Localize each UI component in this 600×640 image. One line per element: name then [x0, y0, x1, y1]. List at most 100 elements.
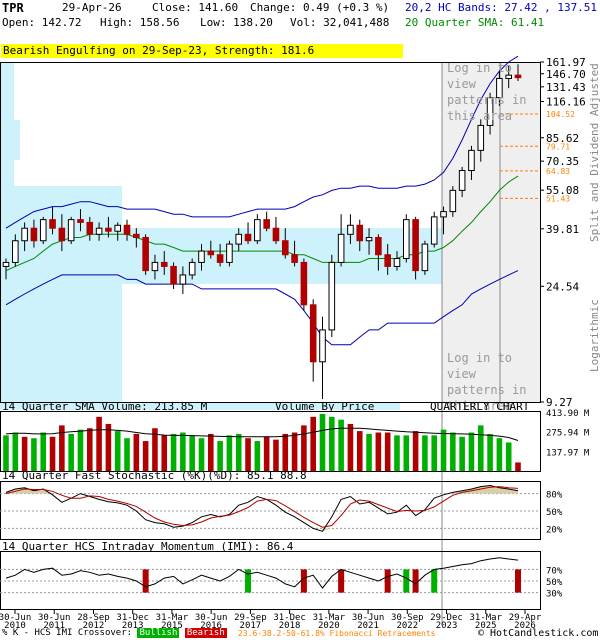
- candle-body: [198, 250, 205, 263]
- volume-panel-border: [0, 411, 541, 472]
- candle-body: [86, 221, 94, 235]
- candle-body: [263, 219, 270, 229]
- fib-level-label: 104.52: [546, 110, 575, 119]
- x-tick-label-year: 2018: [279, 621, 301, 631]
- volume-bar: [77, 429, 84, 471]
- volume-bar: [459, 436, 465, 471]
- candle-body: [291, 254, 298, 263]
- x-tick-label-date: 31-Mar: [156, 613, 189, 623]
- price-tick-label: 85.62: [546, 132, 579, 145]
- candle-body: [375, 236, 382, 256]
- volume-bar: [105, 423, 112, 471]
- high-value: High: 158.56: [100, 16, 180, 29]
- candle-body: [281, 240, 289, 256]
- footer-key-prefix: % K - HCS IMI Crossover:: [2, 628, 133, 638]
- stoch-k-line: [5, 484, 519, 532]
- x-tick-label-year: 2015: [161, 621, 183, 631]
- volume-bar: [356, 431, 363, 471]
- volume-bar: [338, 419, 344, 471]
- hc-bands-value: 20,2 HC Bands: 27.42 , 137.51: [405, 1, 598, 14]
- imi-line: [5, 557, 519, 589]
- volume-bar: [291, 432, 298, 471]
- candle-body: [430, 216, 438, 245]
- candle-body: [179, 274, 187, 285]
- volume-bar: [375, 432, 382, 471]
- volume-bar: [412, 431, 419, 471]
- candle-body: [77, 219, 84, 223]
- price-tick-label: 161.97: [546, 56, 586, 69]
- volume-bar: [422, 435, 428, 471]
- volume-bar: [505, 442, 512, 471]
- volume-bar: [21, 436, 28, 471]
- x-tick-label-date: 29-Sep: [234, 613, 267, 623]
- x-tick-label-year: 2010: [4, 621, 26, 631]
- candle-body: [421, 243, 429, 272]
- volume-bar: [273, 439, 279, 471]
- volume-bar: [133, 433, 140, 471]
- volume-bar: [170, 433, 177, 471]
- locked-text-top[interactable]: Log in to view patterns in this area: [447, 61, 527, 123]
- volume-bar: [198, 438, 205, 471]
- volume-bar: [59, 425, 65, 471]
- bullish-crossover-marker: [245, 569, 252, 593]
- volume-bar: [319, 413, 326, 471]
- candle-body: [309, 304, 317, 363]
- candle-body: [356, 224, 364, 242]
- x-tick-label-date: 30-Jun: [0, 613, 31, 623]
- stoch-tick-label: 20%: [546, 525, 563, 535]
- upper-band-line: [5, 55, 519, 229]
- candle-body: [188, 261, 196, 276]
- candle-body: [477, 124, 485, 151]
- candle-body: [449, 189, 457, 213]
- stoch-overbought-area: [6, 485, 518, 494]
- volume-bar: [49, 436, 56, 471]
- volume-bar: [152, 428, 158, 471]
- candle-body: [12, 240, 19, 263]
- fib-legend: 23.6-38.2-50-61.8% Fibonacci Retracement…: [238, 629, 436, 638]
- vbp-bar-bottom: [0, 402, 400, 410]
- fib-level-label: 64.83: [546, 167, 570, 176]
- candle-body: [468, 149, 475, 172]
- price-tick-label: 24.54: [546, 280, 579, 293]
- candle-body: [254, 219, 261, 242]
- candle-body: [496, 77, 503, 99]
- volume-bar: [114, 431, 121, 471]
- candle-body: [39, 219, 47, 242]
- volume-panel-title: 14 Quarter SMA Volume: 213.85 M: [2, 400, 208, 413]
- volume-bar: [235, 433, 242, 471]
- open-value: Open: 142.72: [2, 16, 82, 29]
- copyright: © HotCandlestick.com: [478, 628, 599, 639]
- volume-bar: [124, 438, 130, 471]
- volume-bar: [3, 435, 9, 471]
- volume-bar: [301, 425, 307, 471]
- bullish-crossover-marker: [403, 569, 410, 593]
- candle-body: [30, 227, 38, 242]
- x-tick-label-year: 2023: [436, 621, 458, 631]
- candle-body: [114, 224, 122, 232]
- x-tick-label-date: 31-Mar: [470, 613, 503, 623]
- bullish-crossover-marker: [431, 569, 438, 593]
- vbp-bar-top2: [14, 120, 20, 160]
- volume-bar: [477, 425, 484, 471]
- volume-tick-label: 413.90 M: [546, 409, 590, 419]
- symbol: TPR: [2, 1, 24, 15]
- x-tick-label-year: 2026: [514, 621, 536, 631]
- x-tick-label-year: 2013: [122, 621, 144, 631]
- bearish-crossover-marker: [142, 569, 149, 593]
- locked-text-bottom[interactable]: Log in to view patterns in this area: [447, 351, 527, 413]
- x-tick-label-date: 30-Jun: [352, 613, 385, 623]
- volume-tick-label: 137.97 M: [546, 448, 590, 458]
- price-tick-label: 70.35: [546, 155, 579, 168]
- candle-body: [207, 250, 215, 256]
- volume-bar: [161, 435, 168, 471]
- low-value: Low: 138.20: [200, 16, 273, 29]
- volume-bar: [366, 433, 372, 471]
- candle-body: [244, 233, 252, 242]
- volume-bar: [384, 432, 391, 471]
- x-tick-label-year: 2017: [240, 621, 262, 631]
